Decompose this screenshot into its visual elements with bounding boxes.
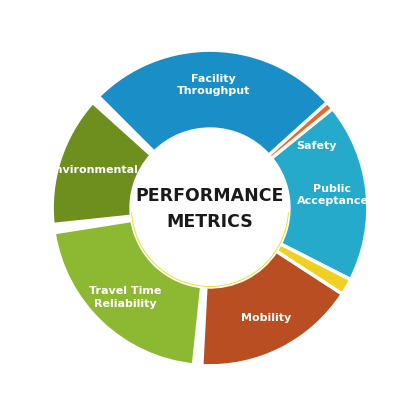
Text: Mobility: Mobility — [241, 313, 291, 323]
Wedge shape — [54, 220, 202, 365]
Text: Travel Time
Reliability: Travel Time Reliability — [89, 286, 161, 309]
Text: Safety: Safety — [297, 141, 337, 151]
Text: PERFORMANCE: PERFORMANCE — [136, 187, 284, 205]
Text: Facility
Throughput: Facility Throughput — [176, 74, 250, 96]
Wedge shape — [202, 251, 342, 366]
Wedge shape — [276, 244, 351, 294]
Wedge shape — [131, 211, 289, 287]
Text: Public
Acceptance: Public Acceptance — [297, 184, 368, 206]
Wedge shape — [271, 109, 368, 280]
Wedge shape — [210, 50, 368, 287]
Wedge shape — [52, 102, 151, 225]
Circle shape — [133, 131, 287, 285]
Text: Environmental: Environmental — [47, 165, 138, 175]
Text: METRICS: METRICS — [167, 213, 253, 231]
Wedge shape — [98, 50, 327, 155]
